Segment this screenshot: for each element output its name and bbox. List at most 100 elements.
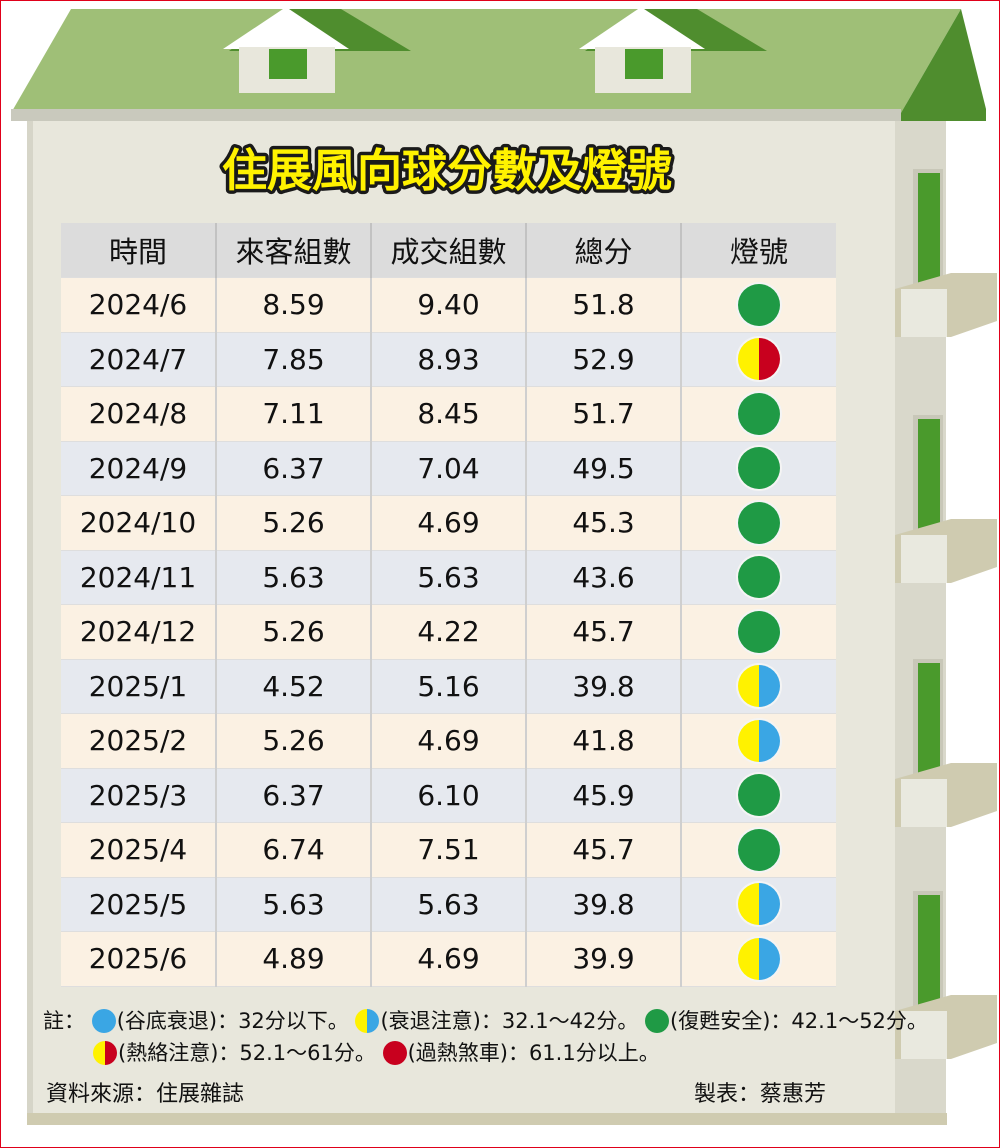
cell-time: 2025/2 bbox=[61, 713, 217, 769]
notes-prefix: 註： bbox=[43, 1009, 85, 1033]
cell-score: 45.9 bbox=[526, 768, 682, 823]
light-red-icon bbox=[382, 1041, 407, 1065]
cell-time: 2025/1 bbox=[61, 659, 217, 714]
header-score: 總分 bbox=[526, 223, 682, 278]
side-windows bbox=[913, 169, 943, 1015]
legend-item: (過熱煞車)：61.1分以上。 bbox=[382, 1041, 660, 1065]
cell-light bbox=[681, 713, 836, 769]
cell-deals: 8.93 bbox=[371, 332, 527, 387]
title-banner: 住展風向球分數及燈號 bbox=[197, 137, 697, 201]
cell-time: 2024/8 bbox=[61, 386, 217, 442]
light-blue-icon bbox=[91, 1009, 116, 1033]
roof bbox=[11, 9, 961, 113]
legend-line-2: (熱絡注意)：52.1～61分。 (過熱煞車)：61.1分以上。 bbox=[43, 1037, 928, 1069]
legend-item: (衰退注意)：32.1～42分。 bbox=[355, 1009, 638, 1033]
light-green-icon bbox=[738, 774, 780, 817]
table-row: 2025/3 6.37 6.10 45.9 bbox=[61, 768, 836, 823]
legend-line-1: 註： (谷底衰退)：32分以下。 (衰退注意)：32.1～42分。 (復甦安全)… bbox=[43, 1005, 928, 1037]
legend-item: (熱絡注意)：52.1～61分。 bbox=[93, 1041, 376, 1065]
cell-time: 2024/10 bbox=[61, 495, 217, 551]
header-light: 燈號 bbox=[681, 223, 836, 278]
light-yellow-blue-icon bbox=[738, 937, 780, 980]
cell-light bbox=[681, 822, 836, 878]
cell-time: 2025/6 bbox=[61, 931, 217, 987]
data-source: 資料來源：住展雜誌 bbox=[46, 1082, 245, 1107]
cell-deals: 4.69 bbox=[371, 713, 527, 769]
cell-visitors: 5.26 bbox=[216, 713, 372, 769]
side-balconies bbox=[895, 273, 997, 1059]
cell-deals: 7.51 bbox=[371, 822, 527, 878]
light-green-icon bbox=[738, 828, 780, 871]
cell-deals: 7.04 bbox=[371, 441, 527, 496]
table-row: 2024/12 5.26 4.22 45.7 bbox=[61, 604, 836, 660]
table-header-row: 時間 來客組數 成交組數 總分 燈號 bbox=[61, 223, 836, 278]
cell-light bbox=[681, 550, 836, 605]
table-row: 2024/7 7.85 8.93 52.9 bbox=[61, 332, 836, 387]
cell-visitors: 5.26 bbox=[216, 604, 372, 660]
cell-score: 51.8 bbox=[526, 277, 682, 333]
cell-visitors: 7.85 bbox=[216, 332, 372, 387]
table-row: 2024/10 5.26 4.69 45.3 bbox=[61, 495, 836, 551]
cell-time: 2024/11 bbox=[61, 550, 217, 605]
cell-visitors: 5.63 bbox=[216, 550, 372, 605]
cell-deals: 5.63 bbox=[371, 877, 527, 932]
cell-deals: 9.40 bbox=[371, 277, 527, 333]
header-visitors: 來客組數 bbox=[216, 223, 372, 278]
cell-visitors: 5.26 bbox=[216, 495, 372, 551]
cell-score: 39.8 bbox=[526, 877, 682, 932]
score-table: 時間 來客組數 成交組數 總分 燈號 2024/6 8.59 9.40 51.8 202… bbox=[61, 223, 836, 987]
cell-light bbox=[681, 877, 836, 932]
table-row: 2025/1 4.52 5.16 39.8 bbox=[61, 659, 836, 714]
table-row: 2024/9 6.37 7.04 49.5 bbox=[61, 441, 836, 496]
cell-visitors: 6.37 bbox=[216, 768, 372, 823]
cell-time: 2025/5 bbox=[61, 877, 217, 932]
legend-item: (谷底衰退)：32分以下。 bbox=[91, 1009, 349, 1033]
table-row: 2024/11 5.63 5.63 43.6 bbox=[61, 550, 836, 605]
cell-deals: 5.16 bbox=[371, 659, 527, 714]
cell-visitors: 8.59 bbox=[216, 277, 372, 333]
cell-score: 52.9 bbox=[526, 332, 682, 387]
table-row: 2024/6 8.59 9.40 51.8 bbox=[61, 277, 836, 333]
table-row: 2025/5 5.63 5.63 39.8 bbox=[61, 877, 836, 932]
light-yellow-red-icon bbox=[738, 338, 780, 381]
dormer-window-left bbox=[223, 7, 411, 93]
light-yellow-blue-icon bbox=[738, 883, 780, 926]
cell-time: 2024/12 bbox=[61, 604, 217, 660]
table-row: 2025/6 4.89 4.69 39.9 bbox=[61, 931, 836, 987]
light-green-icon bbox=[738, 392, 780, 435]
cell-score: 39.9 bbox=[526, 931, 682, 987]
light-yellow-red-icon bbox=[93, 1041, 117, 1065]
cell-deals: 4.69 bbox=[371, 495, 527, 551]
cell-light bbox=[681, 277, 836, 333]
light-green-icon bbox=[738, 283, 780, 326]
cell-light bbox=[681, 495, 836, 551]
cell-light bbox=[681, 332, 836, 387]
cell-visitors: 6.37 bbox=[216, 441, 372, 496]
cell-light bbox=[681, 659, 836, 714]
cell-deals: 6.10 bbox=[371, 768, 527, 823]
cell-score: 45.7 bbox=[526, 604, 682, 660]
light-yellow-blue-icon bbox=[355, 1009, 380, 1033]
page-title: 住展風向球分數及燈號 bbox=[222, 144, 672, 197]
cell-light bbox=[681, 931, 836, 987]
cell-score: 45.3 bbox=[526, 495, 682, 551]
cell-time: 2024/9 bbox=[61, 441, 217, 496]
cell-deals: 4.22 bbox=[371, 604, 527, 660]
cell-time: 2025/3 bbox=[61, 768, 217, 823]
cell-score: 43.6 bbox=[526, 550, 682, 605]
cell-visitors: 7.11 bbox=[216, 386, 372, 442]
light-green-icon bbox=[738, 501, 780, 544]
header-deals: 成交組數 bbox=[371, 223, 527, 278]
cell-visitors: 5.63 bbox=[216, 877, 372, 932]
cell-score: 39.8 bbox=[526, 659, 682, 714]
light-green-icon bbox=[645, 1009, 670, 1033]
cell-light bbox=[681, 441, 836, 496]
table-row: 2024/8 7.11 8.45 51.7 bbox=[61, 386, 836, 442]
cell-deals: 8.45 bbox=[371, 386, 527, 442]
cell-visitors: 6.74 bbox=[216, 822, 372, 878]
cell-visitors: 4.52 bbox=[216, 659, 372, 714]
light-yellow-blue-icon bbox=[738, 719, 780, 762]
cell-time: 2024/6 bbox=[61, 277, 217, 333]
cell-deals: 4.69 bbox=[371, 931, 527, 987]
